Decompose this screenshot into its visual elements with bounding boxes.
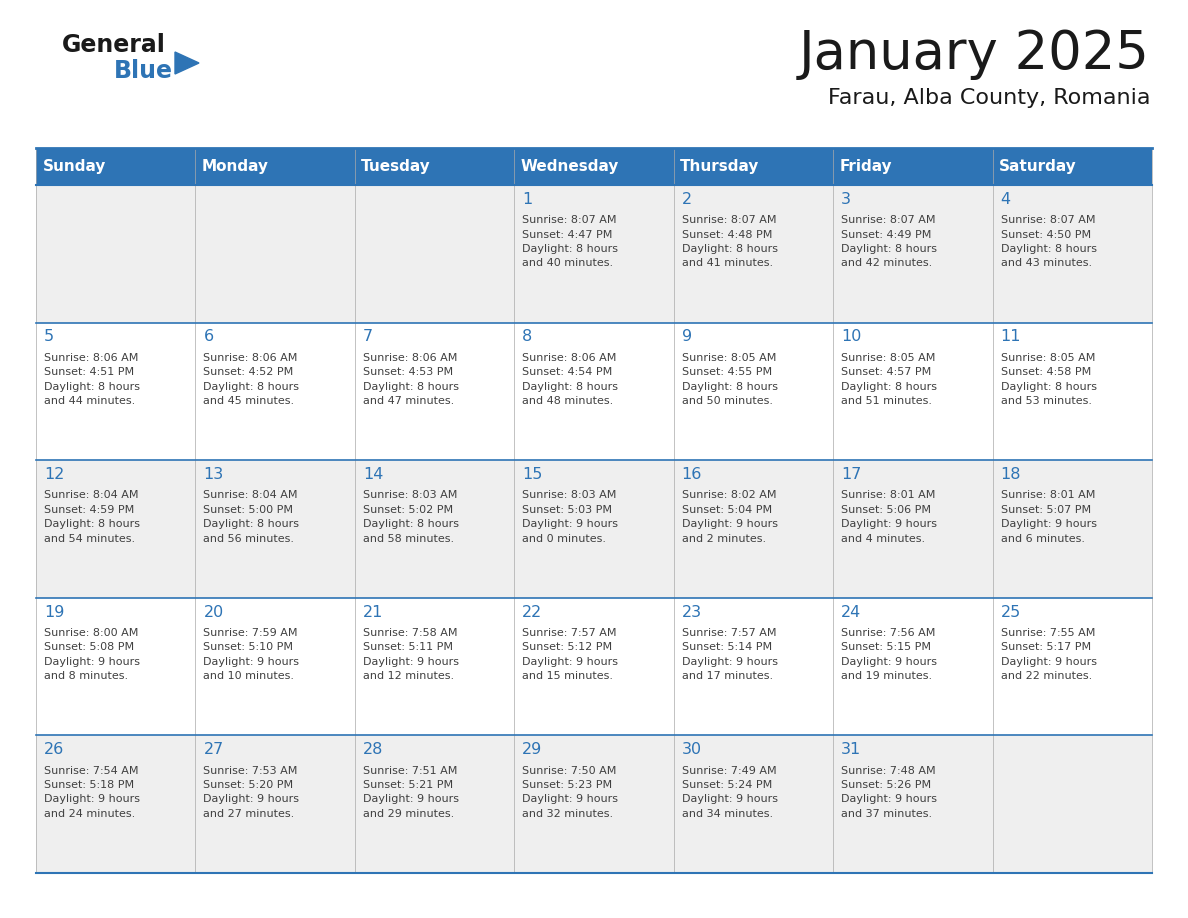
Text: 16: 16 xyxy=(682,467,702,482)
Text: Sunrise: 8:07 AM
Sunset: 4:48 PM
Daylight: 8 hours
and 41 minutes.: Sunrise: 8:07 AM Sunset: 4:48 PM Dayligh… xyxy=(682,216,778,268)
Bar xyxy=(514,148,674,185)
Text: 21: 21 xyxy=(362,605,384,620)
Text: 27: 27 xyxy=(203,743,223,757)
Text: Sunrise: 8:03 AM
Sunset: 5:02 PM
Daylight: 8 hours
and 58 minutes.: Sunrise: 8:03 AM Sunset: 5:02 PM Dayligh… xyxy=(362,490,459,543)
Text: Sunrise: 8:03 AM
Sunset: 5:03 PM
Daylight: 9 hours
and 0 minutes.: Sunrise: 8:03 AM Sunset: 5:03 PM Dayligh… xyxy=(523,490,618,543)
Text: 4: 4 xyxy=(1000,192,1011,207)
Text: Sunrise: 7:59 AM
Sunset: 5:10 PM
Daylight: 9 hours
and 10 minutes.: Sunrise: 7:59 AM Sunset: 5:10 PM Dayligh… xyxy=(203,628,299,681)
Text: Sunrise: 8:06 AM
Sunset: 4:51 PM
Daylight: 8 hours
and 44 minutes.: Sunrise: 8:06 AM Sunset: 4:51 PM Dayligh… xyxy=(44,353,140,406)
Bar xyxy=(36,460,1152,598)
Text: 14: 14 xyxy=(362,467,384,482)
Text: 9: 9 xyxy=(682,330,691,344)
Bar xyxy=(833,148,992,185)
Text: 22: 22 xyxy=(523,605,543,620)
Text: 17: 17 xyxy=(841,467,861,482)
Text: Sunrise: 8:05 AM
Sunset: 4:57 PM
Daylight: 8 hours
and 51 minutes.: Sunrise: 8:05 AM Sunset: 4:57 PM Dayligh… xyxy=(841,353,937,406)
Text: Sunrise: 7:58 AM
Sunset: 5:11 PM
Daylight: 9 hours
and 12 minutes.: Sunrise: 7:58 AM Sunset: 5:11 PM Dayligh… xyxy=(362,628,459,681)
Text: 25: 25 xyxy=(1000,605,1020,620)
Bar xyxy=(36,185,1152,322)
Text: 18: 18 xyxy=(1000,467,1020,482)
Bar xyxy=(36,322,1152,460)
Text: January 2025: January 2025 xyxy=(800,28,1150,80)
Text: Sunrise: 8:05 AM
Sunset: 4:58 PM
Daylight: 8 hours
and 53 minutes.: Sunrise: 8:05 AM Sunset: 4:58 PM Dayligh… xyxy=(1000,353,1097,406)
Text: 7: 7 xyxy=(362,330,373,344)
Text: 26: 26 xyxy=(44,743,64,757)
Text: 11: 11 xyxy=(1000,330,1020,344)
Bar xyxy=(674,148,833,185)
Text: 31: 31 xyxy=(841,743,861,757)
Bar xyxy=(36,598,1152,735)
Text: Sunrise: 8:04 AM
Sunset: 4:59 PM
Daylight: 8 hours
and 54 minutes.: Sunrise: 8:04 AM Sunset: 4:59 PM Dayligh… xyxy=(44,490,140,543)
Text: Sunrise: 8:07 AM
Sunset: 4:50 PM
Daylight: 8 hours
and 43 minutes.: Sunrise: 8:07 AM Sunset: 4:50 PM Dayligh… xyxy=(1000,216,1097,268)
Text: Sunrise: 8:02 AM
Sunset: 5:04 PM
Daylight: 9 hours
and 2 minutes.: Sunrise: 8:02 AM Sunset: 5:04 PM Dayligh… xyxy=(682,490,778,543)
Text: Saturday: Saturday xyxy=(999,159,1076,174)
Text: Sunrise: 7:53 AM
Sunset: 5:20 PM
Daylight: 9 hours
and 27 minutes.: Sunrise: 7:53 AM Sunset: 5:20 PM Dayligh… xyxy=(203,766,299,819)
Text: Sunrise: 8:04 AM
Sunset: 5:00 PM
Daylight: 8 hours
and 56 minutes.: Sunrise: 8:04 AM Sunset: 5:00 PM Dayligh… xyxy=(203,490,299,543)
Text: 23: 23 xyxy=(682,605,702,620)
Text: Sunrise: 7:49 AM
Sunset: 5:24 PM
Daylight: 9 hours
and 34 minutes.: Sunrise: 7:49 AM Sunset: 5:24 PM Dayligh… xyxy=(682,766,778,819)
Text: 29: 29 xyxy=(523,743,543,757)
Text: 2: 2 xyxy=(682,192,691,207)
Text: Monday: Monday xyxy=(202,159,268,174)
Bar xyxy=(36,148,196,185)
Bar xyxy=(355,148,514,185)
Text: 24: 24 xyxy=(841,605,861,620)
Text: 3: 3 xyxy=(841,192,851,207)
Text: Blue: Blue xyxy=(114,59,173,83)
Polygon shape xyxy=(175,52,200,74)
Text: 5: 5 xyxy=(44,330,55,344)
Bar xyxy=(196,148,355,185)
Text: 28: 28 xyxy=(362,743,384,757)
Text: Wednesday: Wednesday xyxy=(520,159,619,174)
Text: 20: 20 xyxy=(203,605,223,620)
Text: General: General xyxy=(62,33,166,57)
Text: Sunrise: 7:56 AM
Sunset: 5:15 PM
Daylight: 9 hours
and 19 minutes.: Sunrise: 7:56 AM Sunset: 5:15 PM Dayligh… xyxy=(841,628,937,681)
Text: Sunrise: 8:06 AM
Sunset: 4:54 PM
Daylight: 8 hours
and 48 minutes.: Sunrise: 8:06 AM Sunset: 4:54 PM Dayligh… xyxy=(523,353,618,406)
Text: Sunrise: 8:06 AM
Sunset: 4:53 PM
Daylight: 8 hours
and 47 minutes.: Sunrise: 8:06 AM Sunset: 4:53 PM Dayligh… xyxy=(362,353,459,406)
Text: Sunrise: 8:01 AM
Sunset: 5:07 PM
Daylight: 9 hours
and 6 minutes.: Sunrise: 8:01 AM Sunset: 5:07 PM Dayligh… xyxy=(1000,490,1097,543)
Text: 13: 13 xyxy=(203,467,223,482)
Text: Sunrise: 8:07 AM
Sunset: 4:49 PM
Daylight: 8 hours
and 42 minutes.: Sunrise: 8:07 AM Sunset: 4:49 PM Dayligh… xyxy=(841,216,937,268)
Text: Sunday: Sunday xyxy=(43,159,106,174)
Text: Sunrise: 7:50 AM
Sunset: 5:23 PM
Daylight: 9 hours
and 32 minutes.: Sunrise: 7:50 AM Sunset: 5:23 PM Dayligh… xyxy=(523,766,618,819)
Text: 30: 30 xyxy=(682,743,702,757)
Text: Friday: Friday xyxy=(840,159,892,174)
Bar xyxy=(992,148,1152,185)
Text: Sunrise: 7:51 AM
Sunset: 5:21 PM
Daylight: 9 hours
and 29 minutes.: Sunrise: 7:51 AM Sunset: 5:21 PM Dayligh… xyxy=(362,766,459,819)
Text: 12: 12 xyxy=(44,467,64,482)
Text: 8: 8 xyxy=(523,330,532,344)
Text: Sunrise: 8:00 AM
Sunset: 5:08 PM
Daylight: 9 hours
and 8 minutes.: Sunrise: 8:00 AM Sunset: 5:08 PM Dayligh… xyxy=(44,628,140,681)
Text: Sunrise: 8:05 AM
Sunset: 4:55 PM
Daylight: 8 hours
and 50 minutes.: Sunrise: 8:05 AM Sunset: 4:55 PM Dayligh… xyxy=(682,353,778,406)
Text: Thursday: Thursday xyxy=(680,159,759,174)
Text: 15: 15 xyxy=(523,467,543,482)
Text: Sunrise: 8:01 AM
Sunset: 5:06 PM
Daylight: 9 hours
and 4 minutes.: Sunrise: 8:01 AM Sunset: 5:06 PM Dayligh… xyxy=(841,490,937,543)
Text: Sunrise: 8:07 AM
Sunset: 4:47 PM
Daylight: 8 hours
and 40 minutes.: Sunrise: 8:07 AM Sunset: 4:47 PM Dayligh… xyxy=(523,216,618,268)
Text: Sunrise: 8:06 AM
Sunset: 4:52 PM
Daylight: 8 hours
and 45 minutes.: Sunrise: 8:06 AM Sunset: 4:52 PM Dayligh… xyxy=(203,353,299,406)
Text: 6: 6 xyxy=(203,330,214,344)
Text: 19: 19 xyxy=(44,605,64,620)
Text: Sunrise: 7:48 AM
Sunset: 5:26 PM
Daylight: 9 hours
and 37 minutes.: Sunrise: 7:48 AM Sunset: 5:26 PM Dayligh… xyxy=(841,766,937,819)
Text: Farau, Alba County, Romania: Farau, Alba County, Romania xyxy=(828,88,1150,108)
Text: 10: 10 xyxy=(841,330,861,344)
Text: 1: 1 xyxy=(523,192,532,207)
Text: Sunrise: 7:57 AM
Sunset: 5:12 PM
Daylight: 9 hours
and 15 minutes.: Sunrise: 7:57 AM Sunset: 5:12 PM Dayligh… xyxy=(523,628,618,681)
Bar xyxy=(36,735,1152,873)
Text: Tuesday: Tuesday xyxy=(361,159,431,174)
Text: Sunrise: 7:55 AM
Sunset: 5:17 PM
Daylight: 9 hours
and 22 minutes.: Sunrise: 7:55 AM Sunset: 5:17 PM Dayligh… xyxy=(1000,628,1097,681)
Text: Sunrise: 7:57 AM
Sunset: 5:14 PM
Daylight: 9 hours
and 17 minutes.: Sunrise: 7:57 AM Sunset: 5:14 PM Dayligh… xyxy=(682,628,778,681)
Text: Sunrise: 7:54 AM
Sunset: 5:18 PM
Daylight: 9 hours
and 24 minutes.: Sunrise: 7:54 AM Sunset: 5:18 PM Dayligh… xyxy=(44,766,140,819)
